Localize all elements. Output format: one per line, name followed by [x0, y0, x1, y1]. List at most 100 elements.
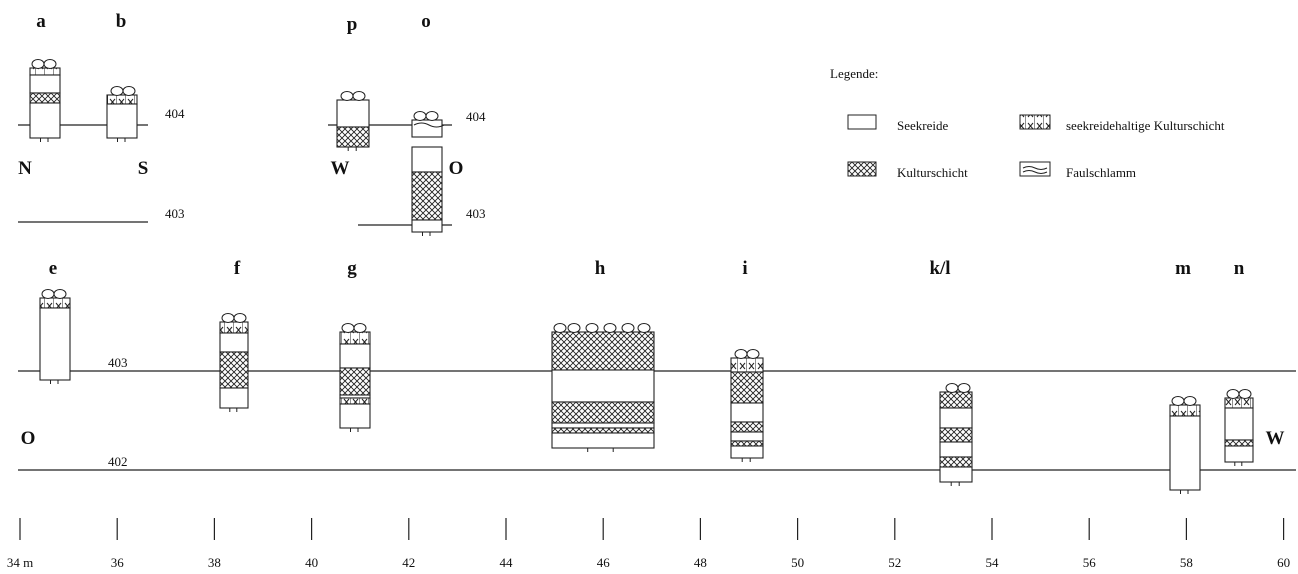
section-label: g [347, 258, 357, 279]
legend-item: Faulschlamm [1066, 165, 1136, 180]
stone [946, 384, 958, 393]
layer [940, 392, 972, 408]
section-label: f [234, 258, 241, 279]
stone [1227, 390, 1239, 399]
layer [340, 332, 370, 344]
base-mark [423, 232, 431, 236]
direction-label: O [21, 428, 36, 449]
scale-label: 40 [305, 555, 318, 570]
stone [1172, 397, 1184, 406]
layer [1225, 408, 1253, 440]
stone [735, 350, 747, 359]
section-label: a [36, 11, 46, 32]
stone [42, 290, 54, 299]
direction-label: W [331, 158, 350, 179]
stone [568, 324, 580, 333]
layer [340, 368, 370, 395]
scale-label: 38 [208, 555, 221, 570]
scale-label: 56 [1083, 555, 1097, 570]
layer [1170, 405, 1200, 416]
legend-item: seekreidehaltige Kulturschicht [1066, 118, 1225, 133]
base-mark [742, 458, 750, 462]
elevation-label: 404 [466, 109, 486, 124]
layer [220, 322, 248, 333]
layer [552, 428, 654, 433]
stone [1239, 390, 1251, 399]
layer [731, 372, 763, 403]
base-mark [1181, 490, 1189, 494]
section-label: b [116, 11, 127, 32]
profile-column [731, 350, 763, 463]
layer [220, 352, 248, 388]
elevation-label: 403 [108, 355, 128, 370]
scale-label: 50 [791, 555, 804, 570]
profile-column [337, 92, 369, 152]
scale-label: 36 [111, 555, 125, 570]
layer [30, 75, 60, 93]
base-mark [1235, 462, 1242, 466]
layer [731, 446, 763, 458]
base-mark [348, 147, 356, 151]
layer [940, 442, 972, 457]
layer [107, 104, 137, 138]
scale-label: 60 [1277, 555, 1290, 570]
stone [111, 87, 123, 96]
layer [731, 403, 763, 422]
profile-column [412, 112, 444, 237]
layer [30, 93, 60, 103]
profile-column [340, 324, 370, 433]
stone [353, 92, 365, 101]
stone [958, 384, 970, 393]
scale-label: 58 [1180, 555, 1193, 570]
direction-label: W [1266, 428, 1285, 449]
scale-label: 34 m [7, 555, 33, 570]
base-mark [51, 380, 59, 384]
layer [412, 172, 442, 220]
layer [30, 68, 60, 75]
layer [940, 457, 972, 467]
stone [747, 350, 759, 359]
layer [731, 422, 763, 432]
stone [342, 324, 354, 333]
scale-label: 48 [694, 555, 707, 570]
stone [54, 290, 66, 299]
layer [340, 344, 370, 368]
layer [1225, 446, 1253, 462]
legend-item: Kulturschicht [897, 165, 968, 180]
profile-column [107, 87, 137, 143]
section-label: h [595, 258, 606, 279]
stone [222, 314, 234, 323]
elevation-label: 404 [165, 106, 185, 121]
profile-column [1225, 390, 1253, 467]
scale-label: 44 [500, 555, 514, 570]
legend-title: Legende: [830, 66, 878, 81]
section-label: k/l [929, 258, 950, 279]
layer [731, 432, 763, 441]
scale-label: 52 [888, 555, 901, 570]
base-mark [351, 428, 359, 432]
stone [354, 324, 366, 333]
layer [337, 127, 369, 147]
legend-item: Seekreide [897, 118, 948, 133]
layer [731, 358, 763, 372]
scale-label: 54 [986, 555, 1000, 570]
stone [123, 87, 135, 96]
stone [604, 324, 616, 333]
stone [622, 324, 634, 333]
layer [412, 220, 442, 232]
stone [414, 112, 426, 121]
layer [40, 298, 70, 308]
profile-column [220, 314, 248, 413]
layer [340, 398, 370, 404]
base-mark [951, 482, 959, 486]
elevation-label: 403 [466, 206, 486, 221]
layer [107, 95, 137, 104]
layer [731, 441, 763, 446]
scale-label: 46 [597, 555, 611, 570]
section-label: m [1175, 258, 1191, 279]
profile-column [40, 290, 70, 385]
stratigraphy-diagram: abpoNSWO404403404403Legende:Seekreidesee… [0, 0, 1298, 574]
layer [1170, 416, 1200, 490]
base-mark [230, 408, 237, 412]
base-mark [588, 448, 614, 452]
